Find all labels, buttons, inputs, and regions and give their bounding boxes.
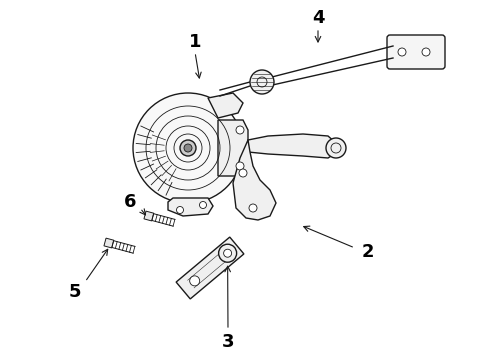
Circle shape	[184, 144, 192, 152]
Circle shape	[180, 140, 196, 156]
Circle shape	[223, 249, 232, 257]
Circle shape	[190, 276, 200, 286]
Circle shape	[176, 207, 183, 213]
Circle shape	[326, 138, 346, 158]
Circle shape	[398, 48, 406, 56]
Text: 3: 3	[222, 333, 234, 351]
Polygon shape	[218, 120, 248, 176]
Text: 2: 2	[362, 243, 374, 261]
Polygon shape	[104, 238, 114, 248]
Circle shape	[236, 126, 244, 134]
Text: 4: 4	[312, 9, 324, 27]
Circle shape	[236, 162, 244, 170]
Circle shape	[250, 70, 274, 94]
FancyBboxPatch shape	[387, 35, 445, 69]
Circle shape	[249, 204, 257, 212]
Text: 5: 5	[69, 283, 81, 301]
Circle shape	[219, 244, 237, 262]
Polygon shape	[168, 198, 213, 216]
Polygon shape	[233, 140, 276, 220]
Circle shape	[422, 48, 430, 56]
Circle shape	[133, 93, 243, 203]
Polygon shape	[208, 93, 243, 118]
Circle shape	[239, 169, 247, 177]
Polygon shape	[176, 237, 244, 299]
Polygon shape	[248, 134, 336, 158]
Text: 1: 1	[189, 33, 201, 51]
Text: 6: 6	[124, 193, 136, 211]
Polygon shape	[144, 211, 154, 221]
Circle shape	[199, 202, 206, 208]
